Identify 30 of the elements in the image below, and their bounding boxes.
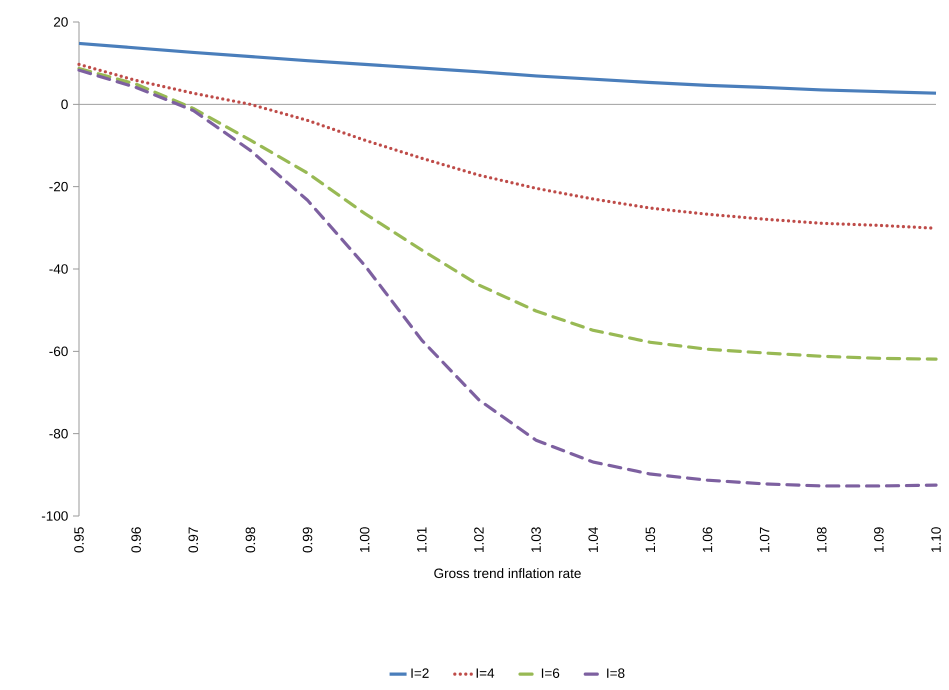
x-tick-label: 1.07 [760,527,770,552]
x-axis-title: Gross trend inflation rate [434,568,581,578]
x-tick-label: 1.02 [474,527,484,552]
x-tick-label: 1.08 [816,527,827,552]
x-tick-label: 1.10 [931,527,941,552]
x-tick-label: 1.09 [874,527,884,552]
legend-label: I=6 [542,668,560,678]
x-tick-label: 1.06 [702,527,712,552]
legend-label: I=2 [411,668,429,678]
line-series [77,66,938,361]
x-tick-label: 0.96 [131,527,141,552]
legend-label: I=4 [476,668,494,678]
x-tick-label: 1.04 [588,527,598,552]
y-tick-label: -60 [49,346,68,356]
x-tick-label: 0.95 [74,527,84,552]
x-tick-label: 0.99 [302,527,312,552]
x-tick-label: 0.97 [188,527,198,552]
legend-label: I=8 [607,668,624,678]
x-tick-label: 1.01 [417,527,427,552]
y-tick-label: -80 [49,428,68,438]
y-tick-label: 0 [61,100,68,110]
x-tick-label: 1.05 [646,527,656,552]
x-tick-label: 1.00 [360,527,370,552]
line-series [77,68,938,488]
x-tick-label: 1.03 [531,527,541,552]
x-tick-label: 0.98 [246,527,256,552]
y-tick-label: -40 [49,264,68,274]
y-tick-label: -20 [49,182,68,192]
y-tick-label: 20 [54,17,68,27]
y-tick-label: -100 [42,511,68,521]
